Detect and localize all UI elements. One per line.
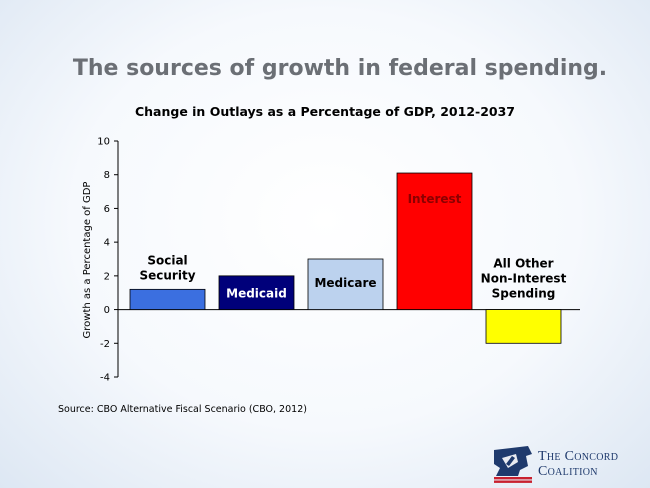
y-tick-label: -2	[100, 339, 110, 350]
bar-label: Medicaid	[226, 287, 287, 301]
chart-title: Change in Outlays as a Percentage of GDP…	[134, 104, 516, 119]
bar-label: All Other Non-Interest Spending	[481, 257, 567, 301]
y-tick-label: 4	[104, 238, 110, 249]
y-tick-label: 10	[97, 137, 110, 148]
slide-title: The sources of growth in federal spendin…	[72, 56, 608, 81]
logo-text-line1: The Concord	[538, 449, 619, 464]
bar	[129, 288, 206, 310]
bar-label: Social Security	[139, 253, 195, 282]
bar	[485, 309, 562, 344]
bar-labels: Social Security Medicaid Medicare Interest Al…	[139, 192, 566, 301]
bar-group	[129, 172, 562, 344]
source-note: Source: CBO Alternative Fiscal Scenario …	[58, 404, 307, 415]
y-axis-label: Growth as a Percentage of GDP	[82, 182, 93, 339]
bar	[307, 258, 384, 310]
y-tick-label: -4	[100, 373, 110, 384]
bar-label: Medicare	[314, 276, 376, 290]
y-tick-label: 2	[104, 271, 110, 282]
y-tick-label: 8	[104, 170, 110, 181]
bar-label: Interest	[408, 192, 462, 206]
minuteman-emblem-icon	[494, 446, 532, 483]
logo-text-line2: Coalition	[538, 464, 598, 479]
bar	[218, 275, 295, 310]
y-tick-label: 6	[104, 204, 110, 215]
y-tick-label: 0	[104, 305, 110, 316]
bar	[396, 172, 473, 310]
concord-coalition-logo: The Concord Coalition	[488, 444, 648, 484]
